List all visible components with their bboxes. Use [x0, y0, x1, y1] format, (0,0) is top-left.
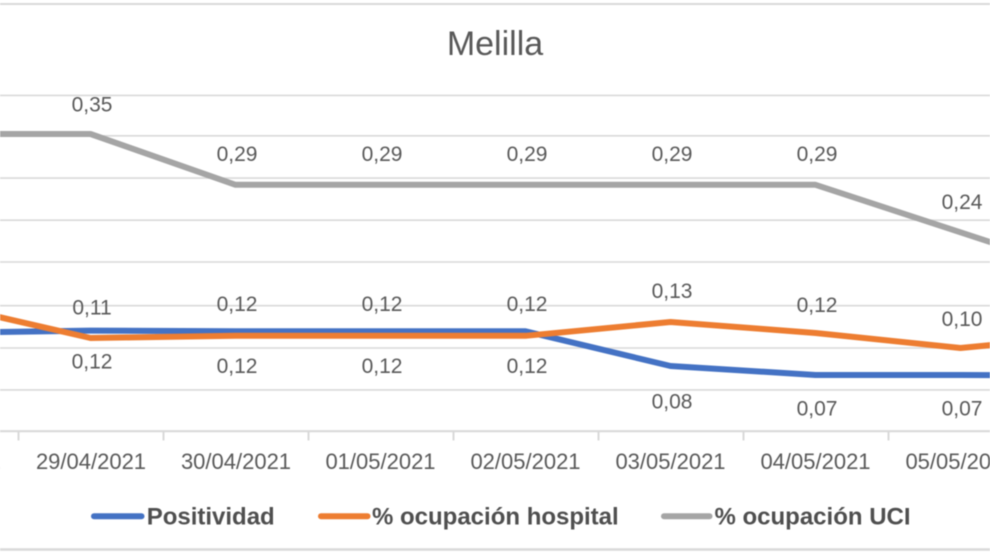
svg-text:01/05/2021: 01/05/2021 [325, 449, 435, 474]
svg-text:05/05/2021: 05/05/2021 [905, 449, 990, 474]
svg-text:0,12: 0,12 [507, 355, 548, 378]
svg-text:% ocupación UCI: % ocupación UCI [715, 504, 911, 531]
svg-text:0,12: 0,12 [507, 293, 548, 316]
svg-text:0,13: 0,13 [652, 280, 693, 303]
svg-text:04/05/2021: 04/05/2021 [760, 449, 870, 474]
svg-text:0,12: 0,12 [362, 355, 403, 378]
svg-text:29/04/2021: 29/04/2021 [36, 449, 146, 474]
svg-text:02/05/2021: 02/05/2021 [470, 449, 580, 474]
svg-text:0,11: 0,11 [72, 297, 111, 320]
svg-text:Melilla: Melilla [447, 25, 543, 63]
svg-text:0,12: 0,12 [797, 294, 838, 317]
svg-text:0,35: 0,35 [72, 94, 113, 117]
svg-text:03/05/2021: 03/05/2021 [615, 449, 725, 474]
svg-text:% ocupación hospital: % ocupación hospital [372, 504, 619, 531]
svg-text:0,29: 0,29 [652, 143, 693, 166]
svg-text:0,29: 0,29 [507, 143, 548, 166]
svg-text:0,12: 0,12 [72, 351, 113, 374]
svg-text:0,12: 0,12 [362, 293, 403, 316]
svg-text:0,10: 0,10 [942, 308, 983, 331]
svg-text:28/04/2021: 28/04/2021 [0, 449, 1, 474]
svg-text:0,07: 0,07 [942, 398, 983, 421]
svg-text:Positividad: Positividad [147, 504, 275, 531]
svg-text:0,29: 0,29 [362, 143, 403, 166]
svg-text:0,29: 0,29 [797, 143, 838, 166]
svg-text:0,29: 0,29 [217, 143, 258, 166]
svg-text:0,08: 0,08 [652, 391, 693, 414]
svg-text:0,12: 0,12 [217, 293, 258, 316]
svg-text:30/04/2021: 30/04/2021 [181, 449, 291, 474]
svg-text:0,24: 0,24 [942, 191, 983, 214]
svg-text:0,07: 0,07 [797, 398, 838, 421]
svg-text:0,12: 0,12 [217, 355, 258, 378]
